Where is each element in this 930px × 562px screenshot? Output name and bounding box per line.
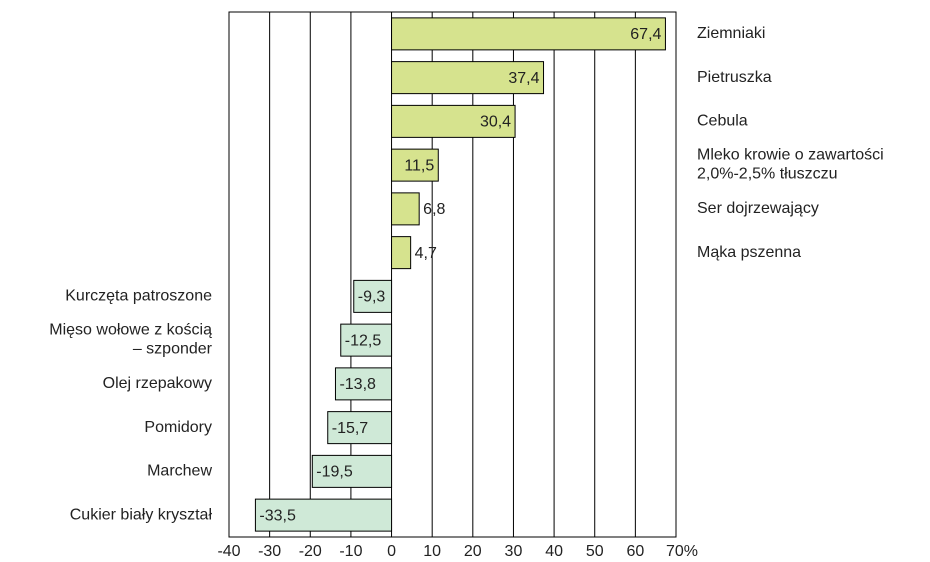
value-label: -13,8 (339, 376, 376, 393)
bar (327, 411, 393, 445)
bar (391, 192, 420, 226)
value-label: -19,5 (316, 464, 353, 481)
category-label: Cukier biały kryształ (70, 506, 213, 523)
bar (340, 323, 393, 357)
value-label: 4,7 (415, 245, 437, 262)
x-tick-label: 0 (387, 543, 396, 560)
bar (391, 104, 516, 138)
x-tick-label: -10 (339, 543, 362, 560)
category-label: Mąka pszenna (697, 244, 801, 261)
x-tick-label: 60 (626, 543, 644, 560)
x-tick-label: -20 (299, 543, 322, 560)
category-label: Pomidory (144, 419, 212, 436)
x-tick-label: 30 (505, 543, 523, 560)
bar (311, 454, 393, 488)
x-tick-label: 70% (666, 543, 698, 560)
bar (391, 17, 666, 51)
category-label: Mleko krowie o zawartości 2,0%-2,5% tłusz… (697, 147, 884, 183)
category-label: Marchew (147, 463, 212, 480)
category-label: Ziemniaki (697, 25, 765, 42)
bar (391, 236, 412, 270)
x-tick-label: 50 (586, 543, 604, 560)
value-label: 30,4 (480, 114, 511, 131)
x-tick-label: -30 (258, 543, 281, 560)
value-label: 37,4 (508, 70, 539, 87)
value-label: -12,5 (345, 332, 382, 349)
plot-frame (228, 11, 677, 538)
x-tick-label: 40 (545, 543, 563, 560)
value-label: 6,8 (423, 201, 445, 218)
x-tick-label: 20 (464, 543, 482, 560)
x-tick-label: 10 (423, 543, 441, 560)
bar (391, 148, 439, 182)
category-label: Pietruszka (697, 69, 772, 86)
category-label: Olej rzepakowy (103, 375, 212, 392)
value-label: -9,3 (358, 289, 386, 306)
bar (353, 279, 393, 313)
category-label: Kurczęta patroszone (65, 288, 212, 305)
value-label: 11,5 (404, 157, 434, 174)
bar (334, 367, 393, 401)
value-label: -33,5 (259, 507, 296, 524)
value-label: 67,4 (630, 26, 661, 43)
category-label: Mięso wołowe z kością – szponder (49, 322, 212, 358)
x-tick-label: -40 (217, 543, 240, 560)
value-label: -15,7 (332, 420, 369, 437)
category-label: Cebula (697, 113, 748, 130)
bar (254, 498, 393, 532)
category-label: Ser dojrzewający (697, 200, 819, 217)
bar (391, 61, 545, 95)
